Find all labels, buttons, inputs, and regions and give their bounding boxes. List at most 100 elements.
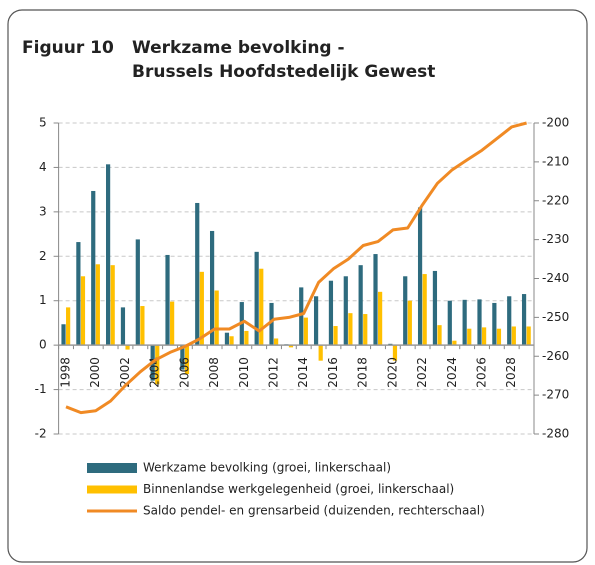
bar (422, 274, 427, 346)
bar (437, 325, 442, 346)
frame (7, 9, 588, 563)
legend-swatch (87, 485, 137, 494)
y-tick-label: 2 (39, 249, 47, 263)
bar (417, 207, 423, 346)
bar (363, 314, 368, 346)
bar (269, 302, 274, 346)
bar (432, 270, 438, 346)
bar (492, 302, 497, 346)
y2-tick-label: -200 (542, 116, 569, 130)
bar (299, 287, 304, 346)
bar (358, 265, 363, 346)
bar (125, 345, 130, 350)
legend-label: Binnenlandse werkgelegenheid (groei, lin… (143, 482, 454, 496)
bar (511, 326, 516, 346)
bar (66, 307, 71, 346)
bar (328, 280, 334, 346)
bar (288, 345, 294, 348)
y-tick-label: -1 (35, 382, 47, 396)
bar (140, 306, 145, 346)
bar (274, 338, 279, 346)
x-tick-label: 2008 (207, 357, 221, 388)
x-tick-label: 2014 (296, 357, 310, 388)
bar (110, 265, 115, 346)
legend-label: Saldo pendel- en grensarbeid (duizenden,… (143, 504, 485, 518)
bar (214, 290, 219, 346)
bar (343, 276, 348, 346)
bar (229, 336, 234, 346)
x-tick-label: 2028 (504, 357, 518, 388)
bar (452, 340, 457, 346)
bar (521, 294, 527, 346)
bar (95, 264, 100, 346)
bar (467, 328, 472, 346)
y-tick-label: 0 (39, 338, 47, 352)
bar (254, 251, 259, 346)
bar (244, 330, 249, 346)
y2-tick-label: -220 (542, 193, 569, 207)
x-tick-label: 2012 (267, 357, 281, 388)
bar (184, 345, 190, 375)
bar (80, 276, 86, 346)
bar (496, 328, 502, 346)
bar (180, 345, 185, 370)
bar (373, 254, 378, 346)
bar (318, 345, 323, 361)
y2-tick-label: -260 (542, 349, 569, 363)
y2-tick-label: -270 (542, 388, 569, 402)
x-tick-label: 2024 (445, 357, 459, 388)
chart-title: Brussels Hoofdstedelijk Gewest (132, 62, 435, 82)
y-tick-label: 5 (39, 116, 47, 130)
y-tick-label: 1 (39, 293, 47, 307)
x-tick-label: 2000 (88, 357, 102, 388)
x-tick-label: 2010 (237, 357, 251, 388)
bar (120, 307, 126, 346)
bar (170, 301, 175, 346)
bar (165, 254, 170, 346)
y-tick-label: 4 (39, 160, 47, 174)
bar (403, 276, 408, 346)
x-tick-label: 2002 (118, 357, 132, 388)
bar (462, 299, 467, 346)
bar (224, 332, 230, 346)
bar (477, 299, 482, 346)
x-tick-label: 2026 (475, 357, 489, 388)
bar (61, 324, 66, 346)
y-tick-label: -2 (35, 427, 47, 441)
bar (392, 345, 398, 361)
y2-tick-label: -280 (542, 427, 569, 441)
bar (526, 326, 531, 346)
y2-tick-label: -250 (542, 310, 569, 324)
bar (105, 164, 111, 346)
legend-label: Werkzame bevolking (groei, linkerschaal) (143, 461, 391, 475)
chart-title: Werkzame bevolking - (132, 38, 345, 58)
y2-tick-label: -240 (542, 271, 569, 285)
x-tick-label: 2016 (326, 357, 340, 388)
y-tick-label: 3 (39, 204, 47, 218)
bar (378, 291, 383, 346)
bar (135, 239, 140, 346)
x-tick-label: 1998 (59, 357, 73, 388)
figure-label: Figuur 10 (22, 38, 114, 58)
bar (348, 313, 353, 346)
bar (91, 190, 96, 346)
bar (209, 230, 215, 346)
bar (195, 202, 200, 346)
bar (303, 317, 308, 346)
bar (76, 242, 81, 346)
bar (155, 345, 160, 385)
bar (333, 326, 338, 346)
bar (447, 300, 452, 346)
legend-swatch (87, 463, 137, 473)
y2-tick-label: -210 (542, 154, 569, 168)
x-tick-label: 2006 (177, 357, 191, 388)
x-tick-label: 2018 (356, 357, 370, 388)
bar (482, 327, 487, 346)
bar (507, 296, 512, 346)
y2-tick-label: -230 (542, 232, 569, 246)
bar (313, 296, 319, 346)
bar (199, 271, 204, 346)
bar (407, 300, 412, 346)
x-tick-label: 2020 (385, 357, 399, 388)
